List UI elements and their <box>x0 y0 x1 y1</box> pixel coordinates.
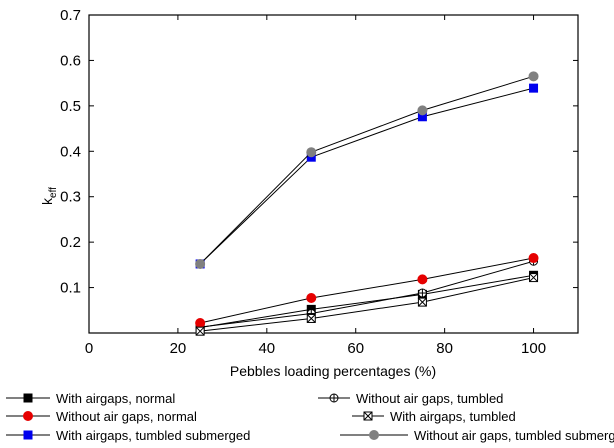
axes: 0 20 40 60 80 100 0.1 0.2 0.3 0.4 0.5 0.6 0.7 <box>60 7 578 357</box>
data-point <box>369 430 379 440</box>
plot-area <box>88 14 579 334</box>
data-point <box>417 288 427 298</box>
data-point <box>195 318 206 329</box>
legend-item: With airgaps, tumbled submerged <box>6 428 250 443</box>
legend-item: Without air gaps, normal <box>6 409 197 424</box>
x-tick-label: 60 <box>347 340 364 357</box>
series-line <box>200 260 534 328</box>
legend-label: Without air gaps, tumbled submerged <box>414 428 614 443</box>
legend-label: With airgaps, tumbled submerged <box>56 428 250 443</box>
data-point <box>23 430 33 440</box>
series <box>195 83 539 269</box>
x-axis-label: Pebbles loading percentages (%) <box>230 363 436 379</box>
data-point <box>306 293 317 304</box>
y-axis-label: keff <box>39 187 59 205</box>
y-tick-label: 0.7 <box>60 7 81 24</box>
series-line <box>199 87 534 265</box>
legend: With airgaps, normal Without air gaps, tu… <box>6 391 614 443</box>
series-line <box>200 274 534 329</box>
data-point <box>528 253 539 264</box>
marker-diag-b <box>529 273 538 282</box>
y-tick-label: 0.3 <box>60 189 81 206</box>
series-line <box>200 257 534 324</box>
series <box>195 253 539 329</box>
y-tick-label: 0.5 <box>60 98 81 115</box>
legend-label: Without air gaps, normal <box>56 409 197 424</box>
marker-diag-b <box>306 314 316 323</box>
x-tick-label: 20 <box>170 340 187 357</box>
data-point <box>417 297 427 307</box>
legend-item: With airgaps, tumbled <box>352 409 516 424</box>
y-tick-label: 0.2 <box>60 234 81 251</box>
marker-diag-b <box>363 411 373 421</box>
legend-label: With airgaps, tumbled <box>390 409 516 424</box>
data-point <box>23 393 33 403</box>
series <box>195 273 539 336</box>
series-line <box>199 75 534 265</box>
legend-label: Without air gaps, tumbled <box>356 391 503 406</box>
y-tick-label: 0.6 <box>60 52 81 69</box>
x-tick-label: 80 <box>436 340 453 357</box>
data-point <box>195 258 206 269</box>
data-point <box>195 326 205 336</box>
plot-frame <box>88 14 579 334</box>
marker-diag-b <box>195 326 205 336</box>
legend-item: Without air gaps, tumbled submerged <box>340 428 614 443</box>
data-point <box>363 411 373 421</box>
series-line <box>200 277 534 332</box>
series <box>195 270 539 333</box>
x-tick-label: 40 <box>258 340 275 357</box>
y-tick-label: 0.1 <box>60 280 81 297</box>
data-point <box>306 313 316 323</box>
data-point <box>417 274 428 285</box>
marker-diag-b <box>418 297 427 307</box>
y-axis-label-subscript: eff <box>48 187 59 198</box>
series <box>195 71 539 269</box>
legend-label: With airgaps, normal <box>56 391 175 406</box>
y-axis-label-main: k <box>39 197 55 205</box>
legend-item: With airgaps, normal <box>6 391 175 406</box>
data-point <box>23 411 33 421</box>
series-layer <box>195 71 539 336</box>
data-point <box>529 273 539 283</box>
x-tick-label: 0 <box>85 340 93 357</box>
data-point <box>306 147 317 158</box>
data-point <box>529 83 539 93</box>
legend-item: Without air gaps, tumbled <box>318 391 503 406</box>
data-point <box>417 105 428 116</box>
y-tick-label: 0.4 <box>60 143 81 160</box>
data-point <box>528 71 539 82</box>
data-point <box>329 393 339 403</box>
x-tick-label: 100 <box>521 340 546 357</box>
